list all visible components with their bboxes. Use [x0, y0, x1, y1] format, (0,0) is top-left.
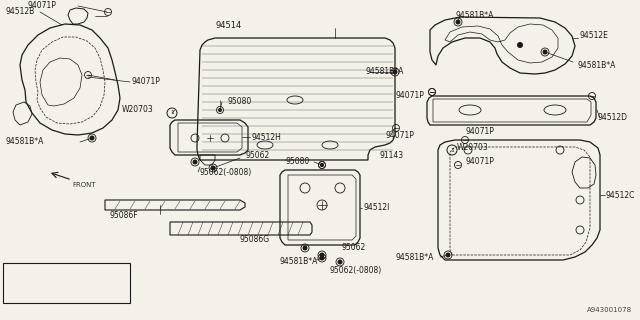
Circle shape — [193, 160, 197, 164]
Text: 95062(-0808): 95062(-0808) — [330, 266, 382, 275]
Circle shape — [456, 20, 460, 24]
Text: 94581B*A: 94581B*A — [5, 138, 44, 147]
Circle shape — [211, 166, 215, 170]
Text: 91143: 91143 — [380, 150, 404, 159]
Circle shape — [218, 108, 221, 111]
Circle shape — [446, 253, 450, 257]
Text: 94512H: 94512H — [252, 132, 282, 141]
Text: 95062: 95062 — [245, 150, 269, 159]
Text: 1: 1 — [170, 110, 174, 116]
Circle shape — [321, 164, 323, 166]
Text: 94512E: 94512E — [580, 30, 609, 39]
Text: 94071P: 94071P — [28, 2, 57, 11]
Text: 94512C: 94512C — [605, 190, 634, 199]
Text: 94514: 94514 — [215, 20, 241, 29]
Circle shape — [338, 260, 342, 264]
Text: 94071P: 94071P — [132, 77, 161, 86]
Circle shape — [303, 246, 307, 250]
Text: 95062: 95062 — [342, 244, 366, 252]
Circle shape — [543, 50, 547, 54]
Text: 94581B*A: 94581B*A — [455, 11, 493, 20]
Text: W20703: W20703 — [457, 143, 489, 153]
Circle shape — [90, 136, 94, 140]
Circle shape — [321, 164, 323, 166]
Text: 94071P: 94071P — [465, 157, 494, 166]
Text: 95080: 95080 — [228, 98, 252, 107]
Text: 95086F: 95086F — [110, 211, 139, 220]
Text: 94071P: 94071P — [395, 91, 424, 100]
Text: 94071P: 94071P — [385, 131, 414, 140]
Text: W230046(0808-): W230046(0808-) — [7, 287, 71, 293]
Circle shape — [518, 43, 522, 47]
Text: 95080: 95080 — [285, 157, 309, 166]
Text: 95086G: 95086G — [240, 236, 270, 244]
FancyBboxPatch shape — [3, 263, 130, 303]
Text: W20703: W20703 — [122, 106, 154, 115]
Text: 94581B*A: 94581B*A — [578, 60, 616, 69]
Text: ① 95080   (-0808): ① 95080 (-0808) — [7, 270, 70, 277]
Text: 94512I: 94512I — [363, 204, 389, 212]
Text: 94581B*A: 94581B*A — [365, 68, 403, 76]
Text: A943001078: A943001078 — [587, 307, 632, 313]
Text: 95062(-0808): 95062(-0808) — [200, 167, 252, 177]
Circle shape — [320, 253, 324, 257]
Text: 94581B*A: 94581B*A — [280, 258, 318, 267]
Text: 94071P: 94071P — [465, 127, 494, 137]
Text: 94512B: 94512B — [5, 7, 35, 17]
Circle shape — [320, 256, 324, 260]
Text: FRONT: FRONT — [72, 182, 95, 188]
Text: 94581B*A: 94581B*A — [395, 253, 433, 262]
Text: 94512D: 94512D — [598, 114, 628, 123]
Circle shape — [393, 70, 397, 74]
Text: 1: 1 — [450, 148, 454, 153]
